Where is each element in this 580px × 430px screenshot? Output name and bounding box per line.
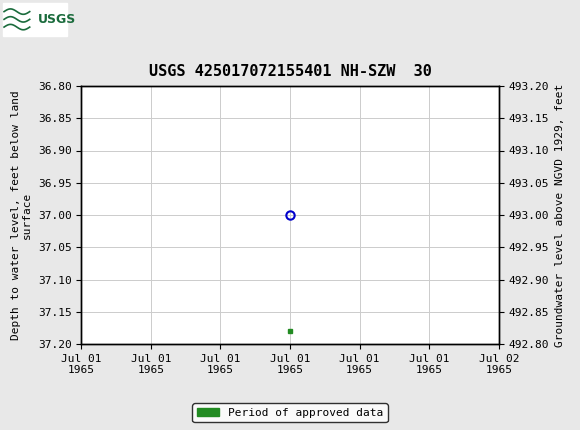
FancyBboxPatch shape <box>3 3 67 36</box>
Y-axis label: Groundwater level above NGVD 1929, feet: Groundwater level above NGVD 1929, feet <box>554 83 564 347</box>
Text: USGS: USGS <box>38 13 76 26</box>
Title: USGS 425017072155401 NH-SZW  30: USGS 425017072155401 NH-SZW 30 <box>148 64 432 79</box>
Legend: Period of approved data: Period of approved data <box>193 403 387 422</box>
Y-axis label: Depth to water level, feet below land
surface: Depth to water level, feet below land su… <box>10 90 32 340</box>
